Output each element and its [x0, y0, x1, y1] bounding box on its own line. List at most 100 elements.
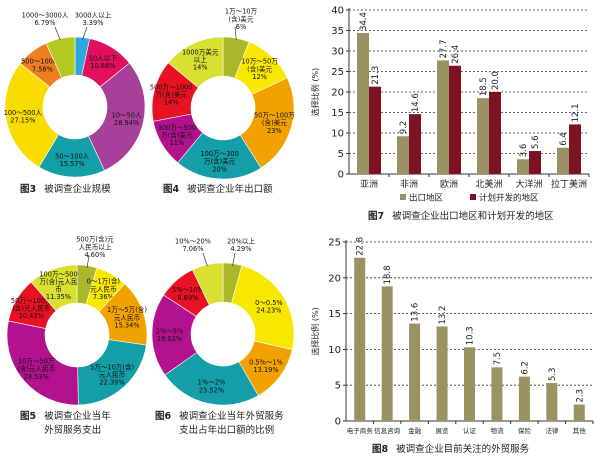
slice-label-line: 10万～50万: [241, 58, 278, 66]
slice-label-line: 22.39%: [99, 379, 124, 387]
data-label: 20.0: [491, 71, 501, 90]
data-label: 18.8: [383, 265, 393, 284]
bar: [569, 124, 581, 174]
bar: [491, 367, 503, 421]
x-tick-label: 其他: [573, 426, 587, 435]
slice-label-line: 5%～10%: [172, 286, 204, 294]
slice-label-line: 27.15%: [10, 117, 35, 125]
slice-label-line: 50万～100万: [11, 297, 52, 305]
slice-label-line: 万(含)美元: [155, 90, 187, 99]
slice-label-line: (含)美元: [229, 14, 254, 23]
slice-label: 1000万美元以上 14%: [182, 47, 219, 71]
slice-label-line: 500万～1000: [150, 83, 193, 91]
slice-label-line: (含)元人民币: [12, 304, 51, 313]
slice-label-line: (含)美元: [247, 64, 272, 73]
slice-label-line: 11.35%: [46, 293, 71, 301]
slice-label-line: 以上: [194, 55, 208, 64]
data-label: 5.6: [531, 136, 541, 150]
y-tick-label: 5: [335, 381, 341, 392]
donut-chart-4: 1万～10万(含)美元 6%10万～50万(含)美元 12%50万～100万(含)美…: [150, 8, 295, 180]
data-label: 6.2: [520, 361, 530, 375]
slice-label-line: 19.02%: [157, 335, 182, 343]
slice-label-line: 人民币以上: [79, 242, 112, 251]
slice-label-line: 元人民币: [90, 285, 117, 293]
y-tick-label: 35: [331, 26, 344, 37]
slice-label: 1%～2% 23.52%: [198, 379, 226, 395]
y-axis-label: 选择比例 (%): [310, 307, 320, 355]
donut-slice: [192, 262, 224, 306]
data-label: 5.3: [548, 368, 558, 382]
slice-label-line: 10.88%: [90, 62, 115, 70]
leader-line: [202, 252, 208, 267]
y-tick-label: 10: [331, 129, 344, 140]
y-axis-label: 选择比例 (%): [310, 68, 320, 116]
donut-slice: [77, 339, 147, 406]
data-label: 21.3: [371, 66, 381, 85]
slice-label-line: 10.43%: [19, 312, 44, 320]
slice-label-line: 14%: [164, 99, 179, 107]
y-tick-label: 30: [331, 47, 344, 58]
bar: [357, 32, 369, 175]
slice-label: 20%以上 4.29%: [227, 237, 255, 254]
bar: [409, 114, 421, 174]
slice-label: 0～1万(含)元人民币 7.36%: [87, 277, 120, 301]
leader-line: [82, 26, 88, 41]
y-tick-label: 25: [328, 238, 341, 249]
fig4-caption: 图4 被调查企业年出口额: [163, 184, 273, 195]
x-tick-label: 非洲: [400, 178, 418, 190]
data-label: 7.5: [493, 352, 503, 366]
data-label: 26.4: [451, 45, 461, 64]
bar: [354, 257, 366, 421]
bar: [573, 404, 585, 421]
legend-label: 计划开发的地区: [479, 193, 539, 204]
leader-line: [54, 26, 61, 41]
y-tick-label: 0: [335, 417, 341, 428]
bar: [449, 65, 461, 174]
slice-label-line: 11%: [170, 139, 185, 147]
data-label: 13.2: [438, 306, 448, 325]
slice-label: 500万(含)元人民币以上 4.60%: [76, 235, 114, 259]
x-tick-label: 电子商务: [347, 426, 374, 435]
slice-label-line: 6%: [236, 23, 246, 31]
slice-label-line: 14%: [193, 63, 208, 71]
fig5-caption: 图5 被调查企业当年 外贸服务支出: [20, 411, 111, 436]
slice-label: 100～500人 27.15%: [4, 109, 43, 125]
slice-label-line: 5万～10万(含): [90, 362, 134, 371]
donut-slice: [30, 264, 78, 312]
slice-label: 50～100人 15.57%: [55, 152, 90, 168]
x-tick-label: 欧洲: [440, 178, 458, 190]
slice-label-line: 10人以下: [89, 54, 118, 62]
y-tick-label: 20: [328, 273, 341, 284]
bar: [397, 136, 409, 174]
slice-label-line: 12%: [252, 73, 267, 81]
donut-slice: [4, 63, 59, 168]
slice-label-line: 8.69%: [177, 294, 198, 302]
x-tick-label: 保险: [518, 426, 532, 435]
slice-label-line: 0～0.5%: [255, 299, 283, 307]
slice-label-line: 50～100人: [55, 152, 90, 160]
legend-label: 出口地区: [409, 193, 444, 204]
legend-swatch: [400, 194, 406, 200]
slice-label-line: 10～50人: [112, 112, 142, 120]
x-tick-label: 展览: [436, 426, 450, 435]
slice-label: 500～1000人 7.58%: [21, 58, 64, 74]
slice-label-line: 万(含)美元: [204, 157, 236, 166]
leader-line: [234, 26, 237, 41]
slice-label-line: 15.57%: [60, 160, 85, 168]
slice-label-line: 15.34%: [114, 321, 139, 329]
slice-label-line: 1万～5万(含): [107, 305, 147, 314]
data-label: 22.8: [356, 237, 366, 256]
slice-label: 100万～500 万(含)元人民币 11.35%: [39, 270, 78, 301]
slice-label-line: 1000万美元: [182, 47, 219, 56]
slice-label: 300万～500 万(含)美元 11%: [158, 124, 196, 147]
data-label: 27.7: [439, 39, 449, 58]
x-tick-label: 金融: [408, 426, 422, 435]
slice-label: 1万～5万(含)元人民币 15.34%: [107, 305, 147, 329]
slice-label-line: 24.23%: [256, 307, 281, 315]
y-tick-label: 5: [338, 149, 344, 160]
x-tick-label: 亚洲: [360, 179, 378, 190]
slice-label: 1000～3000人 6.79%: [22, 12, 69, 28]
fig6-caption: 图6 被调查企业当年外贸服务 支出占年出口额的比例: [155, 411, 284, 436]
slice-label-line: 万(含)元人民: [39, 277, 78, 286]
